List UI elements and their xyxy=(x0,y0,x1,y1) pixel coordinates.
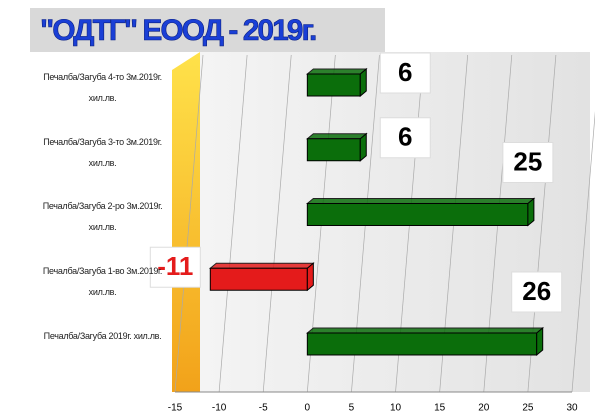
bar-end xyxy=(359,132,367,162)
value-label: -11 xyxy=(157,251,193,281)
category-label: Печалба/Загуба 3-то 3м.2019г. хил.лв. xyxy=(43,136,162,168)
bar xyxy=(306,73,361,97)
x-tick-label: 10 xyxy=(390,403,402,414)
value-label-box xyxy=(502,141,554,183)
bar xyxy=(306,332,538,356)
value-label: 25 xyxy=(513,146,542,176)
value-label-box xyxy=(379,117,431,159)
bar-end xyxy=(359,67,367,98)
value-label: 6 xyxy=(398,57,412,87)
x-tick-label: -10 xyxy=(212,403,227,414)
title-bar xyxy=(30,8,385,52)
value-label-box xyxy=(511,271,563,313)
x-tick-label: 15 xyxy=(434,403,446,414)
value-label-box xyxy=(379,52,431,94)
category-label: Печалба/Загуба 2019г. хил.лв. xyxy=(43,330,162,341)
bar-end xyxy=(536,326,544,357)
bar xyxy=(306,202,529,226)
side-wall-face xyxy=(172,52,200,392)
chart-title: "ОДТГ" ЕООД - 2019г. xyxy=(40,14,316,47)
value-label: 26 xyxy=(522,276,551,306)
x-tick-label: -5 xyxy=(259,403,268,414)
bar xyxy=(209,267,308,291)
category-label: Печалба/Загуба 1-во 3м.2019г. хил.лв. xyxy=(42,266,163,298)
bar xyxy=(306,138,361,162)
grid-line xyxy=(174,54,204,393)
bar-end xyxy=(306,262,314,292)
x-tick-label: 25 xyxy=(522,403,534,414)
x-tick-label: -15 xyxy=(168,403,183,414)
x-tick-label: 0 xyxy=(305,403,311,414)
grid-line xyxy=(218,54,248,393)
x-tick-label: 20 xyxy=(478,403,490,414)
bar-end xyxy=(527,197,535,227)
x-tick-label: 5 xyxy=(349,403,355,414)
category-label: Печалба/Загуба 4-то 3м.2019г. хил.лв. xyxy=(43,72,162,103)
bar-top xyxy=(305,68,368,75)
grid-line xyxy=(262,54,292,393)
x-tick-label: 30 xyxy=(566,403,578,414)
category-label: Печалба/Загуба 2-ро 3м.2019г. хил.лв. xyxy=(42,201,163,233)
bar-top xyxy=(305,327,545,334)
value-label: 6 xyxy=(398,122,412,152)
bar-top xyxy=(305,133,368,140)
bar-top xyxy=(305,197,536,204)
bar-top xyxy=(208,262,315,269)
grid-line xyxy=(571,110,595,393)
value-label-box xyxy=(149,246,201,288)
